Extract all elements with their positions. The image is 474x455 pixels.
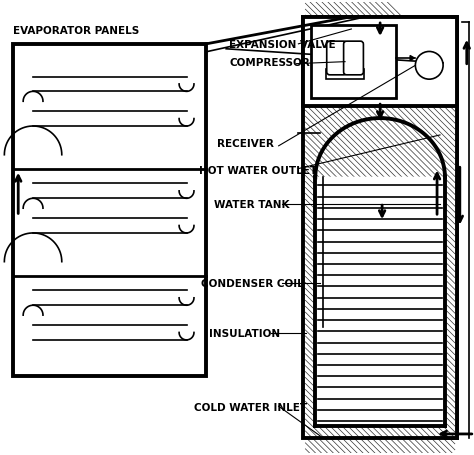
Text: CONDENSER COIL: CONDENSER COIL <box>201 279 304 289</box>
Text: COMPRESSOR: COMPRESSOR <box>229 58 310 68</box>
Bar <box>327 69 365 79</box>
FancyBboxPatch shape <box>344 41 364 75</box>
Bar <box>303 17 457 106</box>
Text: COLD WATER INLET: COLD WATER INLET <box>194 403 308 413</box>
Polygon shape <box>410 56 414 61</box>
Text: EXPANSION VALVE: EXPANSION VALVE <box>229 40 336 50</box>
Text: WATER TANK: WATER TANK <box>214 200 290 210</box>
Polygon shape <box>315 177 445 237</box>
Circle shape <box>415 51 443 79</box>
Text: INSULATION: INSULATION <box>210 329 281 339</box>
Polygon shape <box>315 177 445 426</box>
Bar <box>303 17 457 438</box>
Text: EVAPORATOR PANELS: EVAPORATOR PANELS <box>13 26 139 36</box>
Text: RECEIVER: RECEIVER <box>217 139 274 149</box>
Text: HOT WATER OUTLET: HOT WATER OUTLET <box>200 166 318 176</box>
Bar <box>13 44 206 375</box>
FancyBboxPatch shape <box>327 41 346 75</box>
Bar <box>311 25 396 98</box>
